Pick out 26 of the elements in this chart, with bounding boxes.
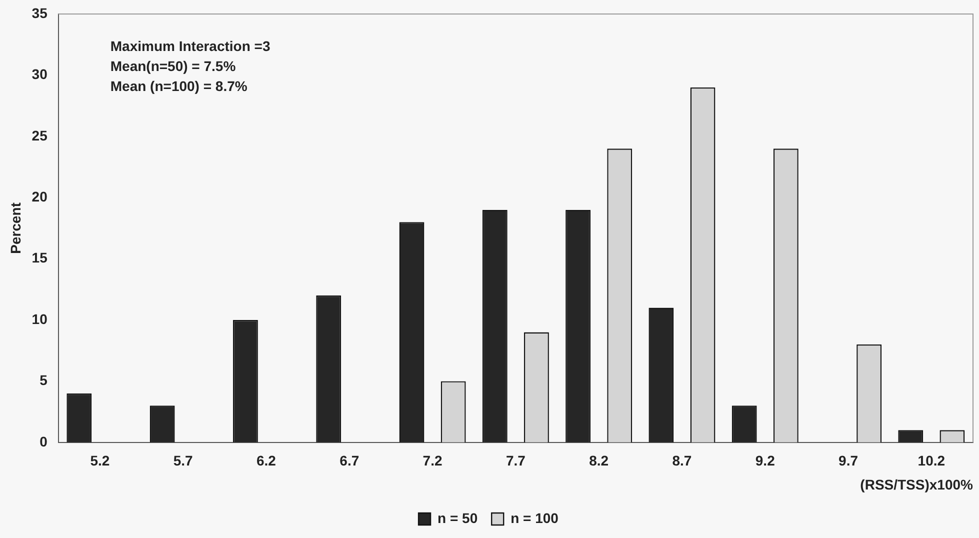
x-tick-label: 6.2 (256, 452, 276, 469)
x-tick-label: 8.2 (589, 452, 609, 469)
y-tick-label: 5 (40, 372, 48, 388)
x-tick-label: 6.7 (340, 452, 360, 469)
x-axis-title: (RSS/TSS)x100% (860, 476, 974, 492)
y-tick-label: 15 (32, 250, 48, 266)
annotation: Mean (n=100) = 8.7% (110, 78, 248, 94)
y-tick-label: 10 (32, 310, 48, 327)
x-tick-label: 5.7 (173, 452, 194, 469)
y-tick-label: 25 (32, 127, 48, 144)
x-tick-label: 9.2 (755, 452, 776, 469)
legend-label: n = 100 (510, 510, 559, 526)
x-tick-label: 10.2 (918, 452, 946, 469)
y-tick-label: 20 (32, 188, 48, 204)
x-tick-label: 8.7 (672, 452, 692, 469)
y-tick-label: 30 (32, 66, 48, 82)
annotation: Maximum Interaction =3 (110, 38, 270, 54)
y-axis-title: Percent (7, 202, 24, 254)
x-tick-label: 5.2 (90, 452, 110, 469)
y-tick-label: 35 (32, 4, 48, 21)
x-tick-label: 7.2 (422, 452, 442, 469)
annotation: Mean(n=50) = 7.5% (110, 58, 236, 74)
y-tick-label: 0 (40, 433, 48, 450)
x-tick-label: 7.7 (506, 452, 526, 469)
legend-label: n = 50 (438, 510, 478, 526)
x-tick-label: 9.7 (838, 452, 858, 469)
